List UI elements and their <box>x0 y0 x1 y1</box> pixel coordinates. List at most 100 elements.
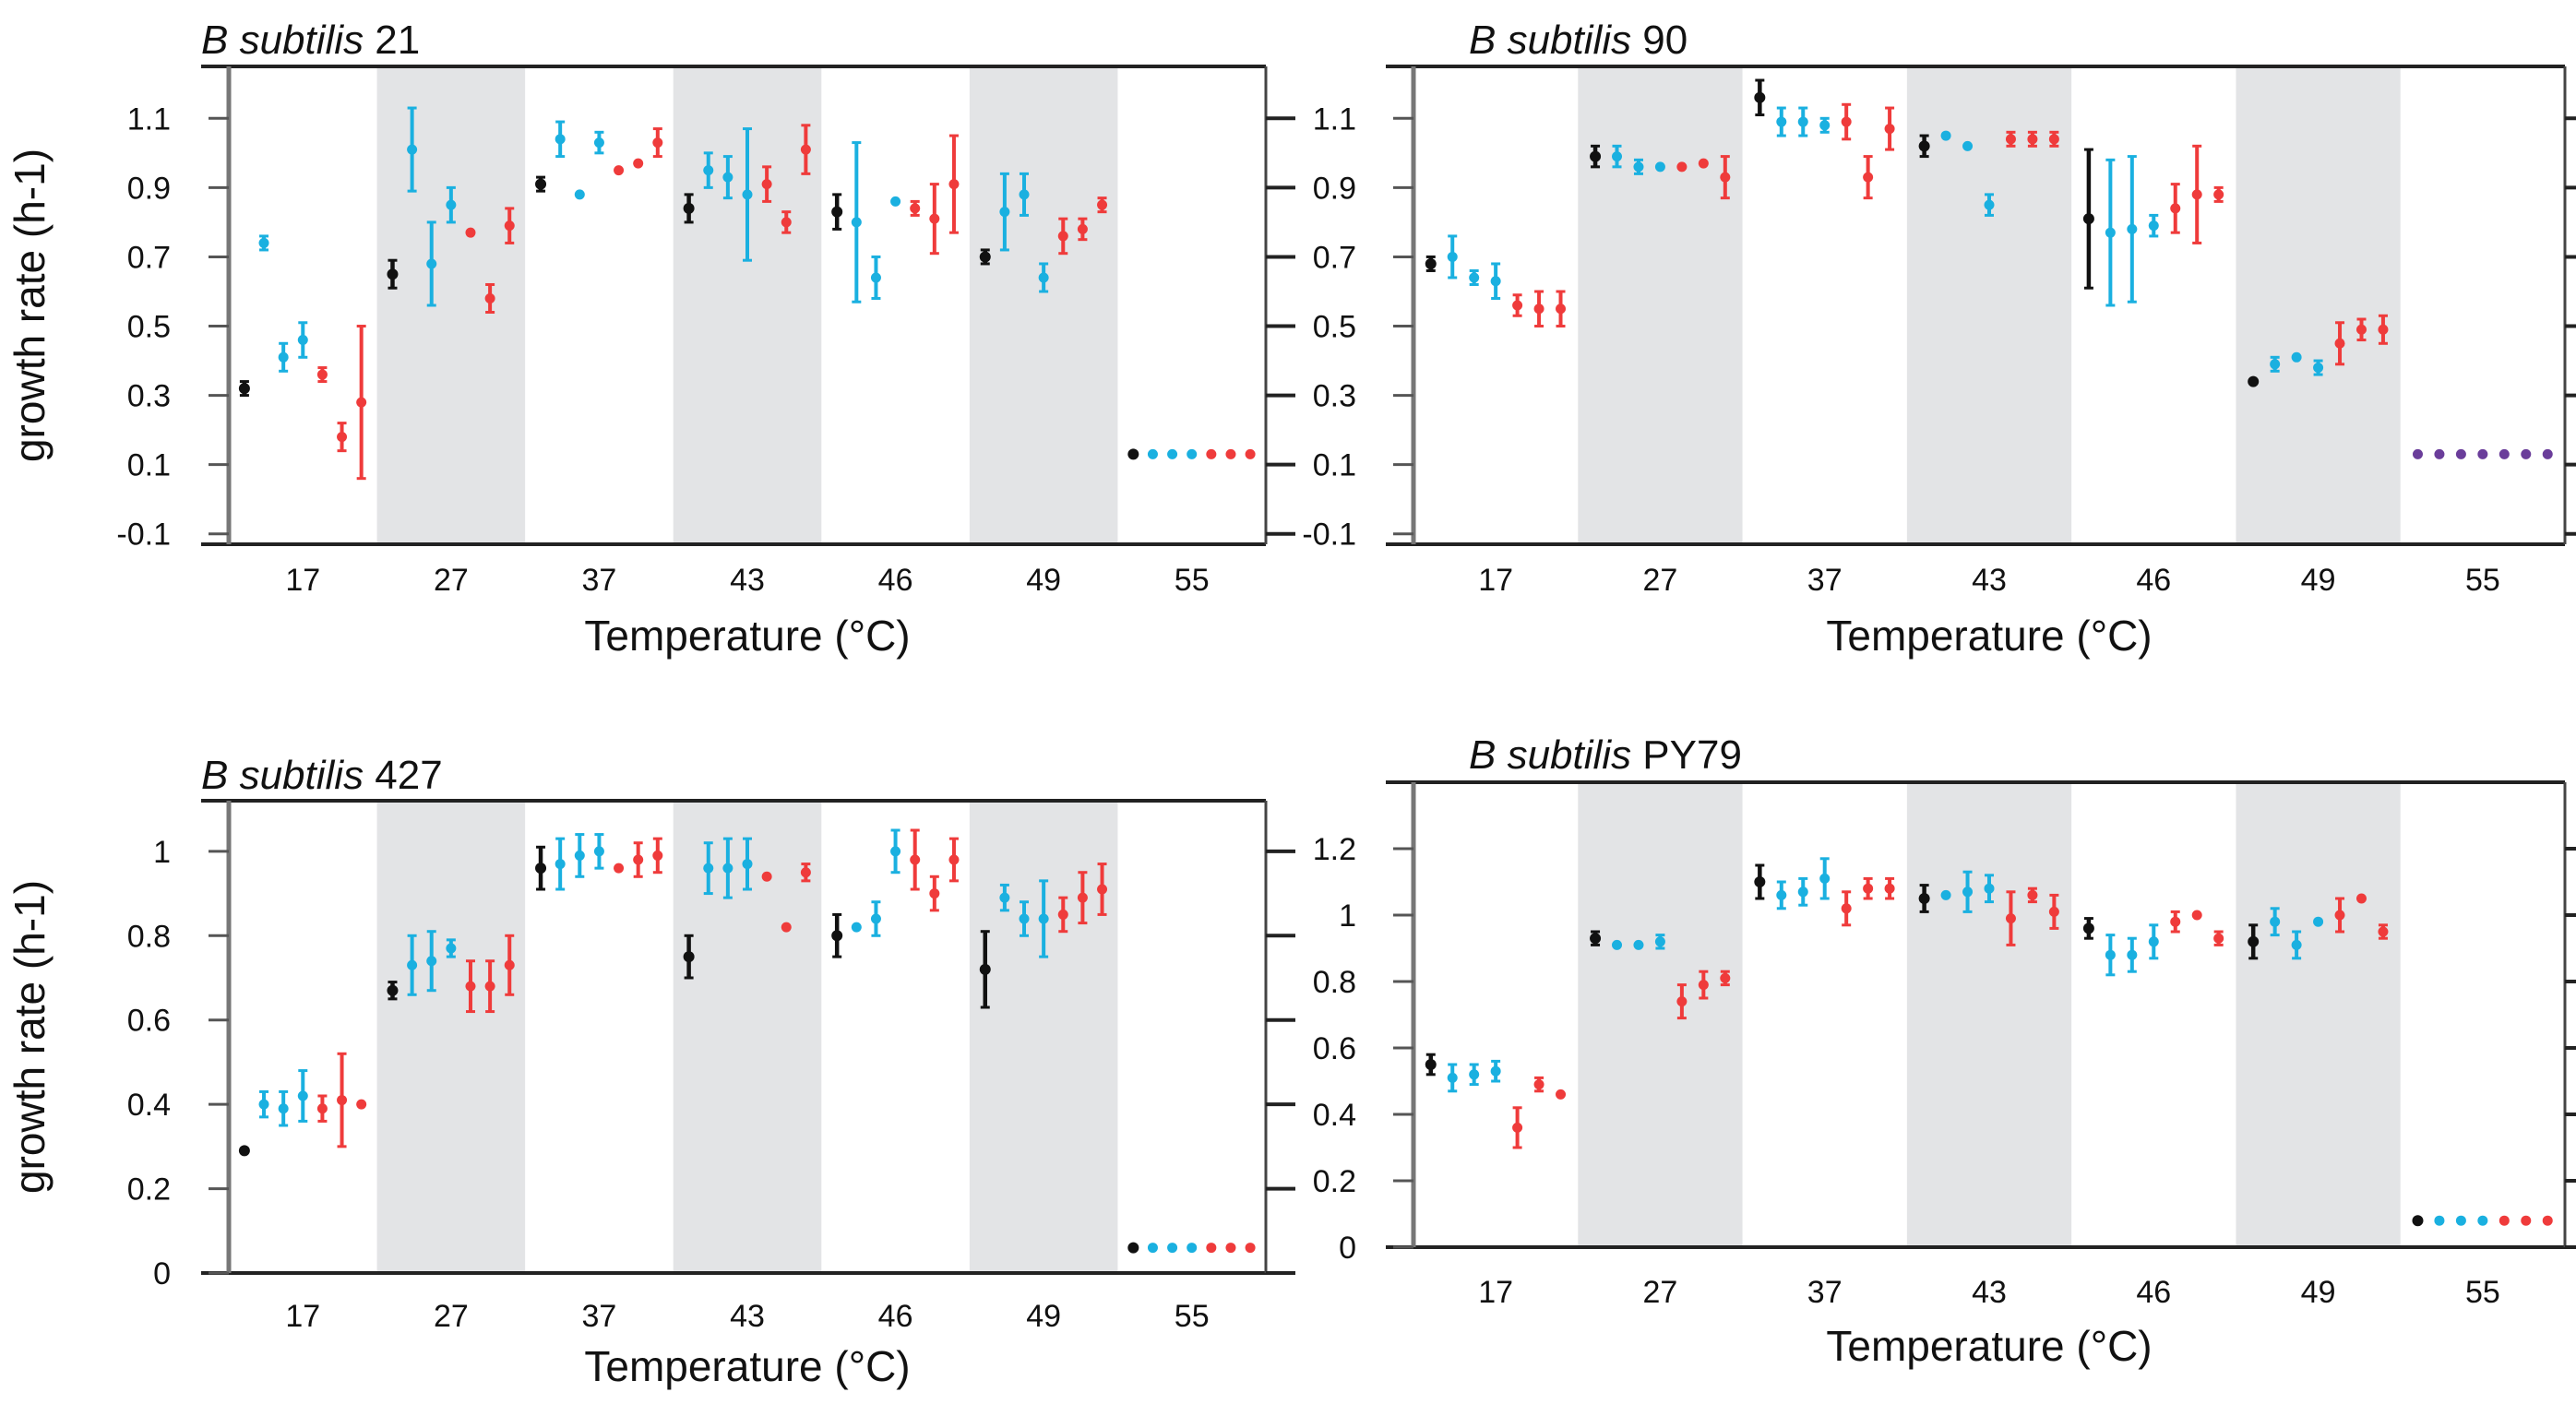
point-marker <box>1127 1242 1139 1254</box>
point-marker <box>1206 448 1217 459</box>
data-point-blue <box>1612 939 1623 950</box>
point-marker <box>1447 251 1458 262</box>
data-point-blue <box>258 1089 269 1119</box>
point-marker <box>1676 996 1688 1007</box>
data-point-red <box>316 1094 328 1123</box>
point-marker <box>1754 91 1766 103</box>
point-marker <box>407 959 418 970</box>
point-marker <box>2521 1215 2532 1226</box>
data-point-blue <box>2455 1215 2466 1226</box>
y-tick-label: 1.1 <box>1313 101 1356 137</box>
point-marker <box>1654 936 1665 947</box>
data-point-purple <box>2542 448 2553 459</box>
point-marker <box>1019 189 1030 200</box>
point-marker <box>2248 935 2260 947</box>
point-marker <box>1038 913 1049 924</box>
data-point-blue <box>1797 106 1808 137</box>
y-tick-label: 0.4 <box>1313 1098 1356 1133</box>
data-point-red <box>1512 293 1523 317</box>
data-point-blue <box>870 900 881 937</box>
point-marker <box>2127 949 2138 960</box>
shaded-band <box>376 66 526 544</box>
data-point-blue <box>2105 934 2116 977</box>
data-point-blue <box>407 934 418 996</box>
y-tick-label: 0.6 <box>1313 1031 1356 1066</box>
point-marker <box>761 871 772 882</box>
data-point-ctrl <box>683 934 695 980</box>
point-marker <box>633 854 644 865</box>
point-marker <box>1819 873 1831 884</box>
data-point-red <box>337 422 348 453</box>
data-point-purple <box>2521 448 2532 459</box>
point-marker <box>614 863 625 874</box>
point-marker <box>633 158 644 169</box>
x-axis-label: Temperature (°C) <box>584 1342 910 1390</box>
data-point-blue <box>1019 172 1030 217</box>
chart-panel-3: 0 0.2 0.4 0.6 0.8 1 17 27 37 43 46 49 55 B subtilis 4… <box>6 753 1295 1390</box>
point-marker <box>1167 1243 1178 1254</box>
point-marker <box>1225 1243 1236 1254</box>
point-marker <box>1754 876 1766 887</box>
point-marker <box>1147 1243 1158 1254</box>
point-marker <box>979 251 991 263</box>
point-marker <box>1984 199 1995 210</box>
data-point-red <box>2005 890 2016 946</box>
data-point-blue <box>1490 262 1501 300</box>
y-tick-label: 0.7 <box>1313 240 1356 275</box>
data-point-red <box>1097 863 1108 916</box>
x-tick-label: 49 <box>2301 563 2336 598</box>
point-marker <box>1720 172 1731 183</box>
data-point-blue <box>1469 1063 1480 1087</box>
point-marker <box>1633 939 1644 950</box>
data-point-red <box>2027 886 2038 904</box>
data-point-blue <box>2148 923 2159 960</box>
data-point-red <box>761 165 772 203</box>
x-tick-label: 46 <box>2136 1275 2171 1310</box>
point-marker <box>574 189 585 200</box>
data-point-red <box>1533 1076 1544 1093</box>
data-point-blue <box>1962 140 1974 151</box>
x-tick-label: 55 <box>2465 1275 2500 1310</box>
y-tick-label: 0 <box>1339 1231 1356 1266</box>
x-tick-label: 43 <box>730 563 765 598</box>
point-marker <box>2334 338 2345 349</box>
data-point-ctrl <box>1918 884 1930 913</box>
data-point-blue <box>1984 193 1995 217</box>
point-marker <box>1556 303 1567 315</box>
data-point-purple <box>2477 448 2488 459</box>
plot-frame <box>1386 780 2567 1249</box>
point-marker <box>484 292 495 303</box>
data-point-red <box>337 1052 348 1148</box>
point-marker <box>1147 448 1158 459</box>
point-marker <box>1698 158 1709 169</box>
y-tick-label: 0.9 <box>1313 171 1356 206</box>
chart-panel-4: 0 0.2 0.4 0.6 0.8 1 1.2 17 27 37 43 46 49 55 B subtili… <box>1313 732 2576 1370</box>
y-tick-label: 0.4 <box>127 1088 171 1123</box>
point-marker <box>337 1095 348 1106</box>
point-marker <box>2213 189 2224 200</box>
point-marker <box>979 963 991 975</box>
shaded-band <box>1578 66 1743 544</box>
point-marker <box>2313 363 2324 374</box>
data-point-red <box>2170 910 2181 934</box>
point-marker <box>1490 1065 1501 1077</box>
data-point-blue <box>297 1069 308 1123</box>
point-marker <box>1425 1059 1437 1070</box>
point-marker <box>2170 203 2181 214</box>
data-point-ctrl <box>1754 863 1766 900</box>
point-marker <box>1225 448 1236 459</box>
point-marker <box>2498 448 2510 459</box>
point-marker <box>574 850 585 861</box>
data-point-ctrl <box>2248 923 2260 960</box>
data-point-ctrl <box>1425 255 1437 272</box>
point-marker <box>1038 272 1049 283</box>
point-marker <box>742 859 753 870</box>
data-point-blue <box>1187 448 1198 459</box>
point-marker <box>1654 161 1665 173</box>
data-point-red <box>2191 144 2202 244</box>
data-point-blue <box>1469 268 1480 286</box>
point-marker <box>1940 130 1951 141</box>
data-point-red <box>2334 321 2345 366</box>
data-point-red <box>1698 970 1709 1000</box>
point-marker <box>446 199 457 210</box>
